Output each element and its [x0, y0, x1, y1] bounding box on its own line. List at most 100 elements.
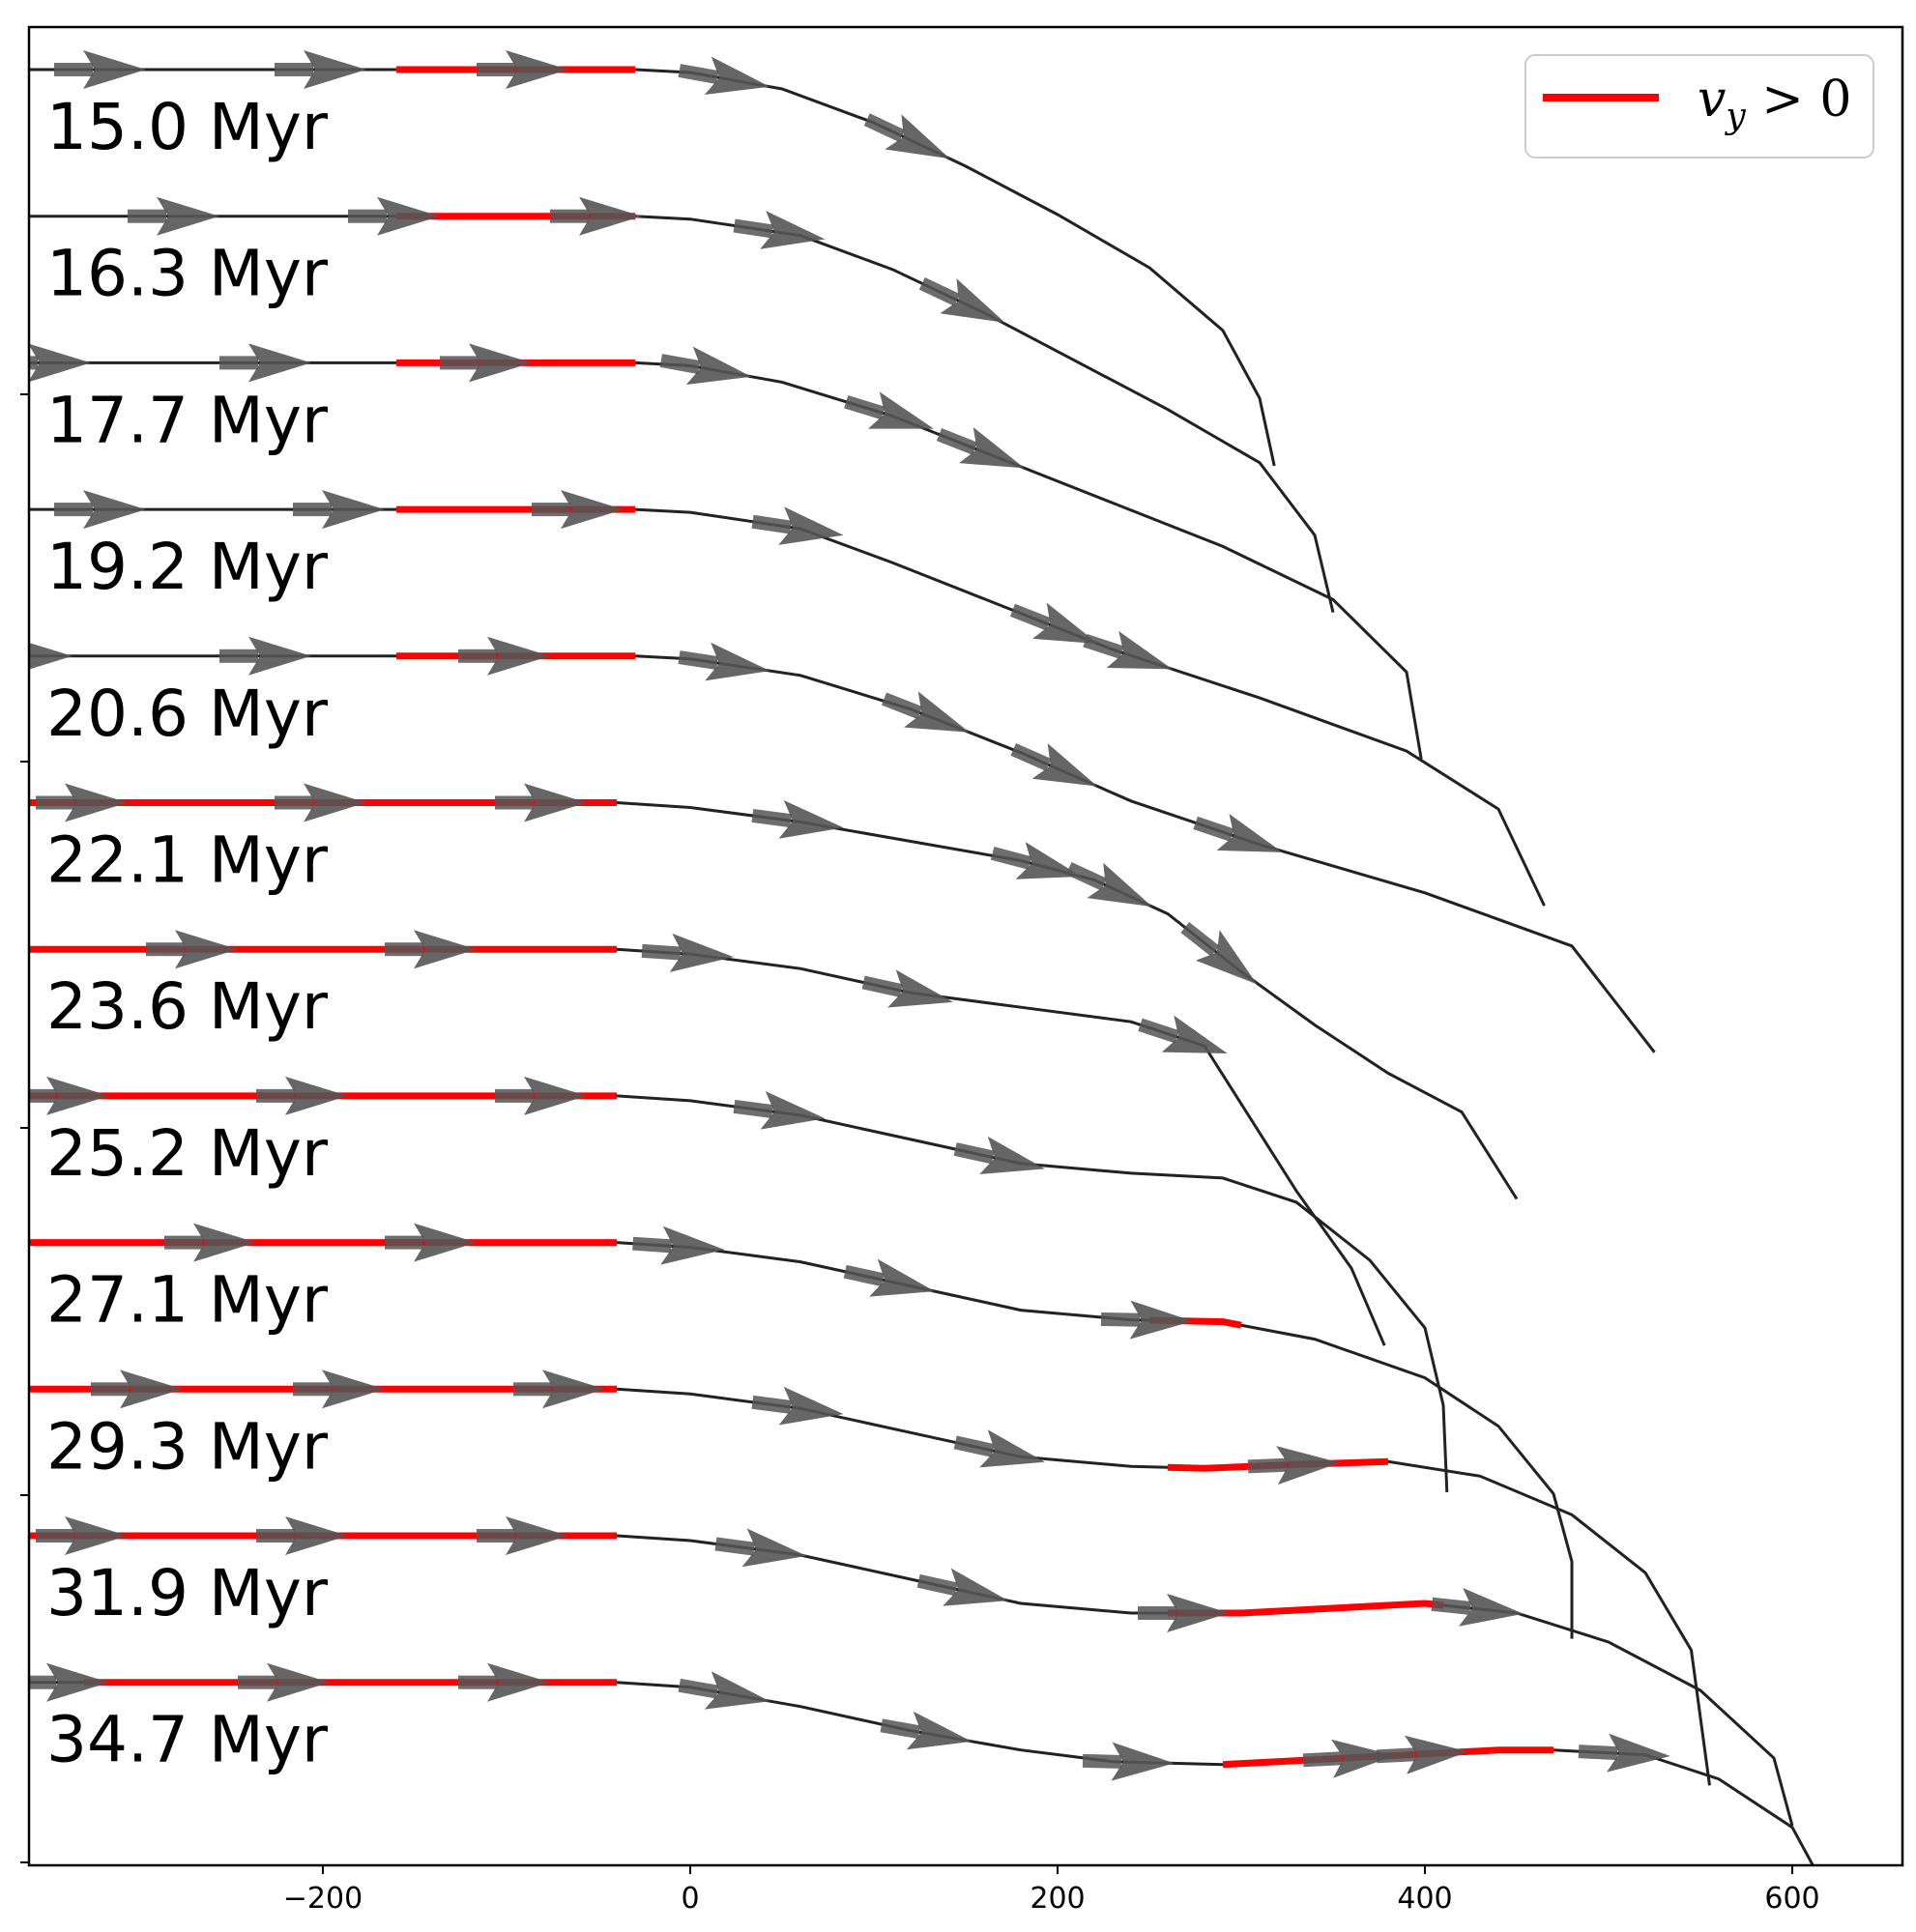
arrow-shaft-11-7 [1376, 1747, 1416, 1764]
arrow-6-2 [641, 933, 734, 972]
arrow-8-3 [843, 1258, 935, 1297]
arrow-shaft-10-6 [1431, 1597, 1471, 1615]
arrow-1-4 [918, 277, 1005, 323]
arrow-shaft-1-4 [918, 277, 960, 306]
arrow-head-4-6 [1216, 814, 1283, 852]
arrow-head-5-5 [1087, 862, 1152, 908]
arrow-head-9-1 [322, 1370, 385, 1409]
arrow-head-0-3 [704, 56, 770, 95]
arrow-shaft-11-2 [458, 1675, 497, 1689]
arrow-head-7-4 [979, 1136, 1045, 1174]
arrow-shaft-9-1 [293, 1382, 332, 1397]
tick-layer: −200 0 200 400 600 [20, 393, 1820, 1916]
arrow-shaft-10-3 [714, 1537, 755, 1556]
arrow-shaft-10-2 [477, 1529, 515, 1543]
arrow-0-3 [678, 56, 770, 95]
arrow-shaft-4-4 [881, 692, 923, 720]
arrow-10-2 [477, 1516, 568, 1555]
arrow-shaft-4-0 [0, 649, 19, 663]
arrow-0-2 [477, 50, 568, 89]
arrow-shaft-0-2 [477, 63, 515, 76]
time-label-1: 16.3 Myr [46, 237, 329, 311]
arrow-shaft-7-1 [256, 1088, 295, 1103]
series-2 [29, 343, 1423, 760]
arrow-10-5 [1138, 1594, 1230, 1632]
arrow-head-11-2 [487, 1662, 550, 1702]
series-1 [29, 196, 1335, 614]
arrow-shaft-10-1 [256, 1529, 295, 1543]
arrow-2-0 [29, 343, 91, 383]
arrow-11-8 [1578, 1733, 1670, 1773]
arrow-shaft-5-0 [36, 795, 74, 810]
arrow-shaft-2-4 [844, 395, 885, 420]
arrow-11-1 [238, 1662, 330, 1702]
time-label-9: 29.3 Myr [46, 1409, 329, 1484]
time-label-11: 34.7 Myr [46, 1703, 329, 1777]
time-label-0: 15.0 Myr [46, 90, 329, 164]
arrow-10-6 [1431, 1588, 1524, 1627]
x-tick-label-0: −200 [283, 1882, 363, 1916]
arrow-head-9-3 [778, 1386, 844, 1426]
legend-label-sub: y [1724, 97, 1746, 136]
arrow-shaft-11-8 [1578, 1745, 1618, 1761]
arrow-head-11-0 [46, 1662, 109, 1702]
arrow-head-0-2 [506, 50, 568, 89]
arrow-head-8-4 [1129, 1300, 1193, 1340]
arrow-2-2 [440, 343, 532, 383]
arrow-head-8-2 [660, 1226, 725, 1265]
arrow-head-9-5 [1276, 1446, 1340, 1485]
arrow-shaft-8-4 [1100, 1312, 1141, 1327]
arrow-head-11-1 [267, 1662, 330, 1702]
arrow-4-6 [1193, 814, 1283, 852]
arrow-head-3-3 [778, 506, 844, 545]
arrow-9-4 [953, 1429, 1045, 1468]
x-tick-label-1: 0 [681, 1882, 699, 1916]
arrow-shaft-7-2 [495, 1088, 534, 1103]
arrow-shaft-10-5 [1138, 1606, 1176, 1620]
arrow-head-9-4 [979, 1429, 1045, 1468]
arrow-shaft-9-4 [953, 1435, 995, 1457]
arrow-head-4-2 [487, 636, 550, 676]
arrow-shaft-7-0 [29, 1088, 56, 1103]
arrow-shaft-2-5 [936, 428, 978, 455]
arrow-shaft-11-5 [1082, 1753, 1122, 1769]
series-layer [0, 50, 1815, 1865]
time-label-6: 23.6 Myr [46, 969, 329, 1044]
legend-label-main: v [1698, 71, 1726, 129]
arrow-shaft-11-4 [880, 1718, 921, 1740]
arrow-shaft-9-5 [1247, 1457, 1288, 1474]
arrow-11-4 [880, 1711, 973, 1750]
arrow-head-1-3 [760, 211, 826, 249]
arrow-shaft-6-1 [385, 942, 423, 957]
arrow-head-7-0 [46, 1076, 109, 1115]
arrow-shaft-3-5 [1083, 634, 1124, 659]
series-5 [29, 783, 1519, 1200]
arrow-head-10-3 [741, 1528, 807, 1568]
time-label-8: 27.1 Myr [46, 1263, 329, 1338]
series-0 [29, 50, 1276, 467]
arrow-7-1 [256, 1076, 348, 1115]
arrow-9-3 [751, 1386, 844, 1426]
arrow-head-5-4 [1015, 842, 1082, 879]
arrow-head-8-0 [193, 1223, 256, 1262]
arrow-head-3-2 [561, 490, 624, 530]
arrow-shaft-2-2 [440, 356, 479, 370]
arrow-shaft-4-5 [1010, 742, 1052, 771]
arrow-head-2-0 [29, 343, 91, 383]
time-label-10: 31.9 Myr [46, 1556, 329, 1630]
arrow-head-9-0 [120, 1370, 183, 1409]
arrow-head-10-1 [285, 1516, 348, 1555]
arrow-shaft-3-2 [532, 503, 570, 517]
arrow-shaft-6-2 [641, 943, 682, 961]
arrow-head-5-0 [65, 783, 128, 822]
arrow-1-1 [348, 196, 440, 236]
arrow-head-10-0 [65, 1516, 128, 1555]
arrow-shaft-5-1 [275, 795, 313, 810]
arrow-head-5-2 [524, 783, 587, 822]
arrow-11-3 [678, 1671, 770, 1710]
arrow-head-6-3 [887, 969, 953, 1008]
arrow-shaft-0-3 [678, 64, 719, 84]
arrow-shaft-11-6 [1302, 1751, 1343, 1768]
arrow-7-4 [953, 1136, 1045, 1174]
